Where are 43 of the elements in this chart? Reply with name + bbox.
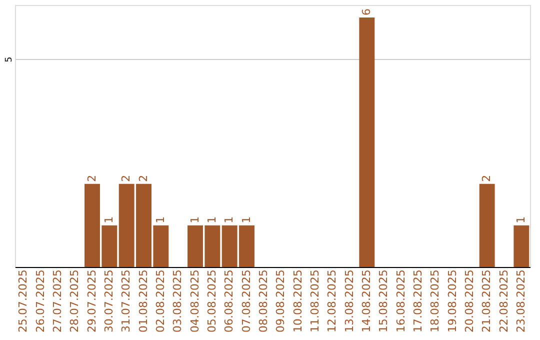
x-tick-label: 18.08.2025 [428,270,442,332]
x-tick-label: 30.07.2025 [102,270,116,332]
x-tick-label: 20.08.2025 [462,270,476,332]
x-tick-label: 28.07.2025 [68,270,82,332]
data-label: 2 [120,174,133,182]
x-tick-label: 02.08.2025 [154,270,167,332]
data-label: 2 [136,174,150,182]
data-label: 1 [222,216,236,224]
x-tick-label: 07.08.2025 [240,270,253,332]
x-tick-label: 23.08.2025 [514,270,528,332]
data-label: 1 [102,216,116,224]
x-tick-label: 29.07.2025 [85,270,98,332]
x-tick-label: 22.08.2025 [497,270,510,332]
data-label: 1 [240,216,253,224]
data-label: 6 [360,8,373,16]
x-tick-label: 25.07.2025 [16,270,30,332]
data-label: 2 [480,174,494,182]
x-tick-label: 26.07.2025 [34,270,47,332]
data-label: 1 [188,216,202,224]
x-tick-label: 21.08.2025 [480,270,494,332]
data-label: 1 [205,216,218,224]
x-tick-label: 12.08.2025 [326,270,339,332]
x-tick-label: 08.08.2025 [256,270,270,332]
x-tick-label: 11.08.2025 [308,270,322,332]
x-tick-label: 01.08.2025 [136,270,150,332]
x-tick-label: 06.08.2025 [222,270,236,332]
x-tick-label: 04.08.2025 [188,270,202,332]
x-tick-label: 14.08.2025 [360,270,373,332]
x-tick-label: 27.07.2025 [50,270,64,332]
x-tick-label: 10.08.2025 [291,270,304,332]
x-tick-label: 05.08.2025 [205,270,218,332]
data-label: 1 [154,216,167,224]
x-tick-label: 13.08.2025 [342,270,356,332]
y-tick-label: 5 [4,56,14,62]
x-tick-label: 17.08.2025 [411,270,424,332]
data-label: 2 [85,174,98,182]
data-label: 1 [514,216,528,224]
x-tick-label: 16.08.2025 [394,270,408,332]
x-tick-label: 15.08.2025 [377,270,390,332]
x-tick-label: 03.08.2025 [171,270,184,332]
x-tick-label: 31.07.2025 [120,270,133,332]
x-tick-label: 19.08.2025 [446,270,459,332]
x-tick-label: 09.08.2025 [274,270,288,332]
